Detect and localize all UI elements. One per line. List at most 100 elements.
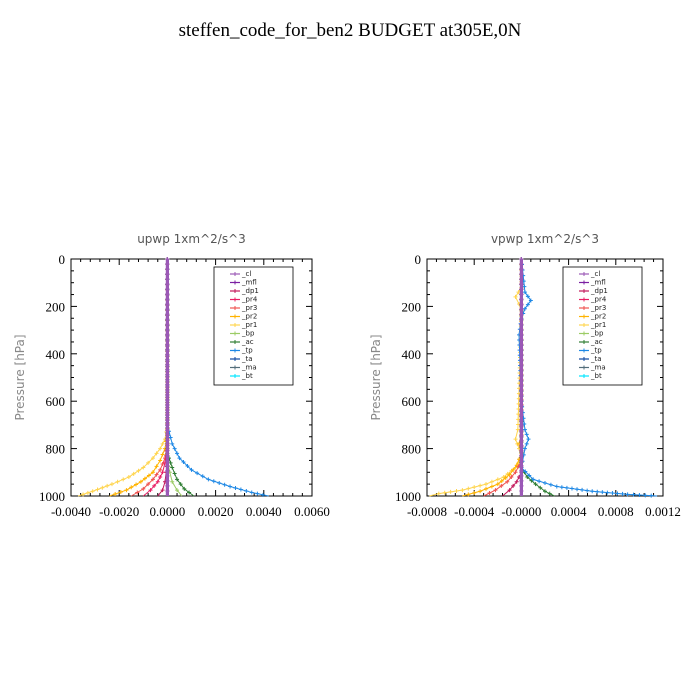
series-marker_cl: [165, 383, 170, 388]
series-marker_pr1: [478, 483, 483, 488]
legend-marker_ta: [233, 357, 237, 361]
y-tick-label: 800: [46, 442, 66, 457]
series-marker_cl: [165, 297, 170, 302]
series-marker_cl: [165, 322, 170, 327]
series-marker_cl: [165, 372, 170, 377]
legend-label_ac: _ac: [590, 338, 603, 346]
series-marker_pr1: [460, 488, 465, 493]
series-marker_pr2: [129, 485, 134, 490]
series-marker_pr1: [85, 490, 90, 495]
legend-marker_tp: [582, 348, 586, 353]
legend-marker_cl: [233, 272, 237, 276]
series-marker_tp: [206, 477, 211, 482]
x-tick-label: -0.0040: [51, 504, 91, 519]
legend-marker_mfl: [233, 280, 237, 285]
series-marker_pr3: [487, 491, 492, 496]
series-marker_tp: [527, 473, 532, 478]
legend-label_dp1: _dp1: [590, 287, 608, 295]
series-marker_pr1: [515, 427, 520, 432]
series-marker_dp1: [514, 479, 519, 484]
series-marker_tp: [211, 479, 216, 484]
y-tick-label: 200: [402, 299, 422, 314]
series-marker_ac: [168, 460, 173, 465]
series-marker_cl: [519, 267, 524, 272]
series-marker_cl: [165, 257, 170, 261]
series-marker_tp: [244, 488, 249, 493]
y-tick-label: 1000: [395, 489, 421, 504]
series-marker_cl: [165, 287, 170, 292]
series-marker_cl: [519, 403, 524, 408]
series-marker_tp: [172, 446, 177, 451]
series-marker_cl: [165, 418, 170, 423]
series-marker_tp: [643, 493, 648, 498]
series-marker_pr3: [493, 488, 498, 493]
series-marker_pr1: [484, 482, 488, 487]
y-tick-label: 400: [402, 347, 422, 362]
legend-label_bp: _bp: [590, 330, 604, 338]
series-marker_pr1: [121, 477, 126, 482]
series-marker_tp: [524, 432, 529, 437]
series-marker_pr1: [154, 451, 159, 456]
series-marker_pr1: [150, 456, 155, 461]
legend-label_dp1: _dp1: [241, 287, 259, 295]
series-marker_pr2: [472, 490, 477, 495]
series-marker_tp: [543, 480, 547, 485]
series-marker_dp1: [507, 488, 512, 493]
legend-label_pr4: _pr4: [241, 296, 258, 304]
series-line_ac: [166, 259, 195, 497]
series-marker_cl: [165, 413, 170, 418]
series-marker_pr2: [150, 470, 155, 475]
series-marker_pr2: [142, 476, 147, 481]
series-marker_cl: [519, 277, 524, 282]
series-marker_pr2: [507, 472, 512, 477]
series-marker_pr2: [158, 458, 163, 463]
series-marker_tp: [522, 284, 527, 289]
series-marker_pr3: [516, 464, 521, 469]
legend-marker_pr2: [233, 314, 237, 319]
plot-title-0: upwp 1xm^2/s^3: [137, 232, 246, 246]
series-marker_cl: [519, 257, 524, 261]
legend-marker_bt: [233, 374, 237, 378]
series-marker_tp: [524, 441, 529, 446]
legend-marker_dp1: [582, 289, 586, 293]
series-marker_tp: [200, 474, 205, 479]
series-marker_pr1: [472, 485, 477, 490]
series-marker_dp1: [511, 483, 516, 488]
legend-box-1: [562, 266, 643, 386]
legend-label_cl: _cl: [590, 270, 600, 278]
series-line_pr1: [429, 259, 522, 497]
series-marker_tp: [620, 491, 625, 496]
series-marker_pr2: [484, 486, 488, 491]
series-marker_tp: [605, 490, 610, 495]
series-marker_cl: [519, 413, 524, 418]
series-marker_cl: [165, 378, 170, 383]
legend-label_pr1: _pr1: [590, 321, 606, 329]
y-tick-label: 600: [402, 394, 422, 409]
series-marker_cl: [519, 408, 524, 413]
legend-marker_ac: [233, 340, 237, 344]
series-marker_cl: [165, 292, 170, 297]
series-marker_ac: [533, 482, 538, 487]
series-marker_cl: [165, 307, 170, 312]
series-marker_tp: [564, 485, 569, 490]
series-marker_cl: [519, 383, 524, 388]
series-marker_pr3: [135, 490, 140, 495]
series-marker_pr3: [499, 483, 504, 488]
series-marker_pr1: [109, 482, 114, 487]
series-marker_ac: [543, 489, 547, 494]
series-marker_tp: [625, 492, 630, 497]
series-marker_tp: [531, 477, 536, 482]
series-marker_ac: [547, 491, 552, 496]
series-marker_cl: [165, 302, 170, 307]
series-marker_pr1: [516, 422, 521, 427]
series-marker_pr2: [154, 464, 159, 469]
series-marker_cl: [165, 478, 170, 483]
series-marker_ac: [178, 482, 183, 487]
series-marker_cl: [165, 317, 170, 322]
series-marker_tp: [222, 482, 227, 487]
legend-label_pr3: _pr3: [241, 304, 257, 312]
series-marker_tp: [615, 491, 620, 496]
legend-label_pr4: _pr4: [590, 296, 607, 304]
x-tick-label: 0.0004: [551, 504, 587, 519]
series-marker_tp: [170, 441, 175, 446]
